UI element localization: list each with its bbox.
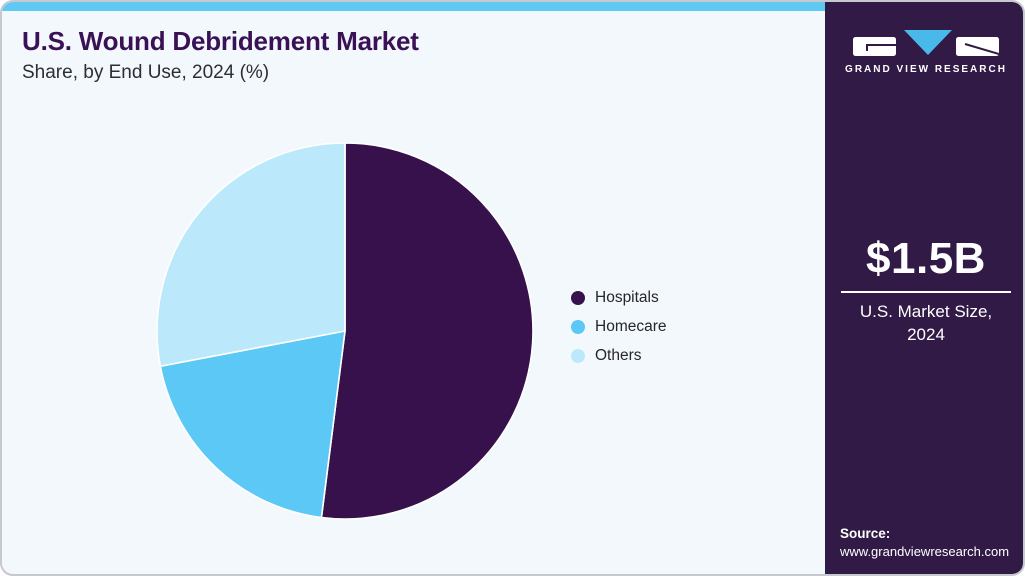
- chart-area: U.S. Wound Debridement Market Share, by …: [2, 2, 825, 574]
- legend-item-hospitals: Hospitals: [571, 289, 667, 307]
- pie-slice-hospitals: [320, 142, 534, 520]
- market-size-block: $1.5B U.S. Market Size, 2024: [825, 234, 1023, 347]
- gvr-logo-icon: [853, 30, 999, 56]
- market-size-label-line2: 2024: [907, 324, 945, 344]
- source-block: Source: www.grandviewresearch.com: [840, 524, 1009, 562]
- brand-name: GRAND VIEW RESEARCH: [845, 64, 1007, 75]
- pie-slice-homecare: [159, 330, 346, 519]
- legend-swatch-icon: [571, 291, 585, 305]
- page-subtitle: Share, by End Use, 2024 (%): [22, 62, 270, 83]
- pie-slice-others: [156, 142, 346, 368]
- page-title: U.S. Wound Debridement Market: [22, 26, 419, 56]
- market-size-label: U.S. Market Size, 2024: [825, 301, 1023, 347]
- legend-swatch-icon: [571, 320, 585, 334]
- pie-chart: [156, 142, 534, 520]
- legend-swatch-icon: [571, 349, 585, 363]
- legend-label: Others: [595, 347, 642, 364]
- source-url: www.grandviewresearch.com: [840, 544, 1010, 560]
- legend-label: Hospitals: [595, 289, 659, 306]
- brand-panel: GRAND VIEW RESEARCH $1.5B U.S. Market Si…: [825, 2, 1023, 574]
- top-accent-bar: [2, 2, 825, 11]
- legend-item-homecare: Homecare: [571, 318, 667, 336]
- chart-header: U.S. Wound Debridement Market Share, by …: [22, 26, 419, 84]
- legend-item-others: Others: [571, 347, 667, 365]
- market-size-label-line1: U.S. Market Size,: [859, 302, 993, 321]
- chart-legend: Hospitals Homecare Others: [571, 289, 667, 365]
- market-size-divider: [841, 291, 1011, 293]
- market-size-value: $1.5B: [866, 234, 986, 283]
- source-label: Source:: [840, 525, 891, 541]
- legend-label: Homecare: [595, 318, 667, 335]
- brand-logo-block: GRAND VIEW RESEARCH: [825, 28, 1023, 75]
